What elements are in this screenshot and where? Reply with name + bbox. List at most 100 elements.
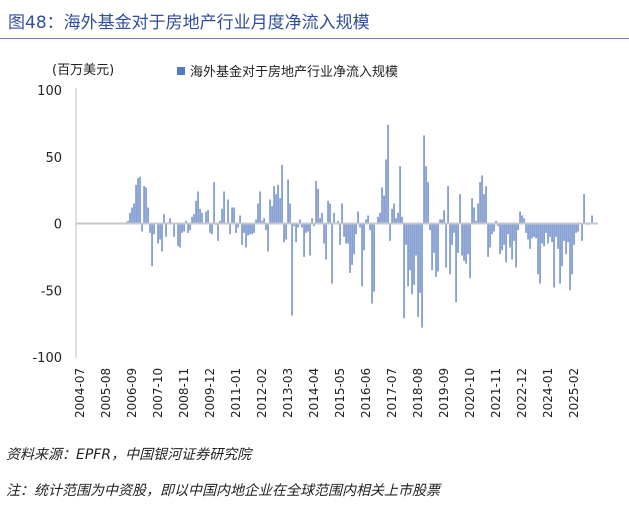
x-tick-label: 2025-02 [567,368,581,418]
bar-2020-07 [463,223,465,261]
bar-2021-01 [475,220,477,224]
bar-2009-08 [201,212,203,224]
bar-2017-10 [397,212,399,224]
x-tick-label: 2020-10 [463,368,477,418]
bar-2022-08 [513,223,515,241]
bar-2010-09 [227,199,229,224]
bar-2022-02 [501,223,503,251]
bar-2022-12 [521,215,523,224]
bar-2025-01 [571,223,573,275]
x-tick-label: 2021-11 [489,368,503,418]
bar-2020-12 [473,207,475,224]
bar-2014-11 [327,200,329,224]
bar-2017-09 [395,218,397,224]
x-tick-label: 2017-07 [385,368,399,418]
title-divider [0,38,629,39]
x-tick-label: 2016-06 [359,368,373,418]
bar-2008-12 [185,220,187,224]
x-tick-label: 2022-12 [515,368,529,418]
bar-2007-06 [149,223,151,233]
bar-2006-11 [135,184,137,224]
bar-2016-01 [355,223,357,235]
y-tick-label: 0 [54,218,62,233]
bar-2025-11 [591,215,593,224]
bar-2011-03 [239,215,241,224]
bar-2024-06 [557,223,559,249]
bar-2021-09 [491,223,493,235]
bar-2023-02 [525,223,527,233]
bar-2010-01 [211,223,213,235]
bar-2010-12 [233,207,235,224]
bar-2008-08 [177,223,179,247]
bar-2006-12 [137,178,139,224]
bar-2023-05 [531,223,533,239]
bar-2011-08 [249,223,251,235]
bar-2013-04 [289,203,291,224]
bar-2020-09 [467,223,469,255]
bar-2020-10 [469,223,471,279]
bar-2018-04 [409,223,411,271]
bar-2017-04 [385,159,387,224]
bar-2017-03 [383,195,385,224]
bar-2016-05 [363,223,365,251]
bar-2016-04 [361,223,363,287]
bar-2010-06 [221,208,223,224]
bar-2013-11 [303,223,305,257]
note-text: 注：统计范围为中资股，即以中国内地企业在全球范围内相关上市股票 [6,483,440,499]
bar-2022-07 [511,223,513,260]
bar-2012-04 [265,223,267,231]
bar-2020-04 [457,223,459,253]
bar-2007-12 [161,223,163,252]
bar-2018-09 [419,223,421,293]
bar-2006-07 [127,220,129,224]
bar-2012-03 [263,218,265,224]
bar-2015-06 [341,203,343,224]
x-tick-label: 2004-07 [73,368,87,418]
bar-2020-11 [471,198,473,224]
bar-2022-05 [507,223,509,235]
bar-2025-06 [581,223,583,241]
bar-2016-09 [371,223,373,304]
bar-2009-07 [199,208,201,224]
bar-2009-05 [195,200,197,224]
bar-2024-02 [549,223,551,237]
bar-2017-12 [401,216,403,224]
bar-2019-01 [427,182,429,224]
bar-2022-11 [519,211,521,224]
y-tick-label: -100 [32,351,62,366]
bar-2008-10 [181,223,183,233]
x-tick-label: 2014-04 [307,368,321,418]
bar-2023-10 [541,223,543,244]
bar-2019-05 [435,223,437,277]
bar-2006-10 [133,203,135,224]
bar-2011-05 [243,223,245,233]
bar-2009-12 [209,223,211,233]
bar-2012-10 [277,184,279,224]
bar-2018-03 [407,223,409,287]
bar-2015-04 [337,220,339,224]
bar-2011-04 [241,223,243,245]
bar-2018-11 [423,135,425,224]
bar-2021-10 [493,223,495,232]
bar-2020-08 [465,223,467,264]
bar-2007-10 [157,223,159,244]
bar-2015-07 [343,223,345,237]
bar-2015-09 [347,223,349,244]
bar-2013-05 [291,223,293,316]
bar-2013-01 [283,223,285,243]
bar-2011-02 [237,223,239,228]
bar-2010-02 [213,182,215,224]
bar-2019-04 [433,223,435,253]
bar-2023-03 [527,223,529,240]
bar-2024-01 [547,223,549,244]
bar-2012-11 [279,198,281,224]
bar-2011-07 [247,223,249,236]
x-tick-label: 2006-09 [125,368,139,418]
bar-2006-09 [131,207,133,224]
bar-2018-10 [421,223,423,328]
bar-2011-10 [253,223,255,233]
bar-chart: (百万美元) 海外基金对于房地产行业净流入规模 100 50 0 -50 -100 20… [32,63,598,418]
bar-2023-06 [533,223,535,237]
bar-2021-11 [495,220,497,224]
bar-2013-08 [297,223,299,228]
